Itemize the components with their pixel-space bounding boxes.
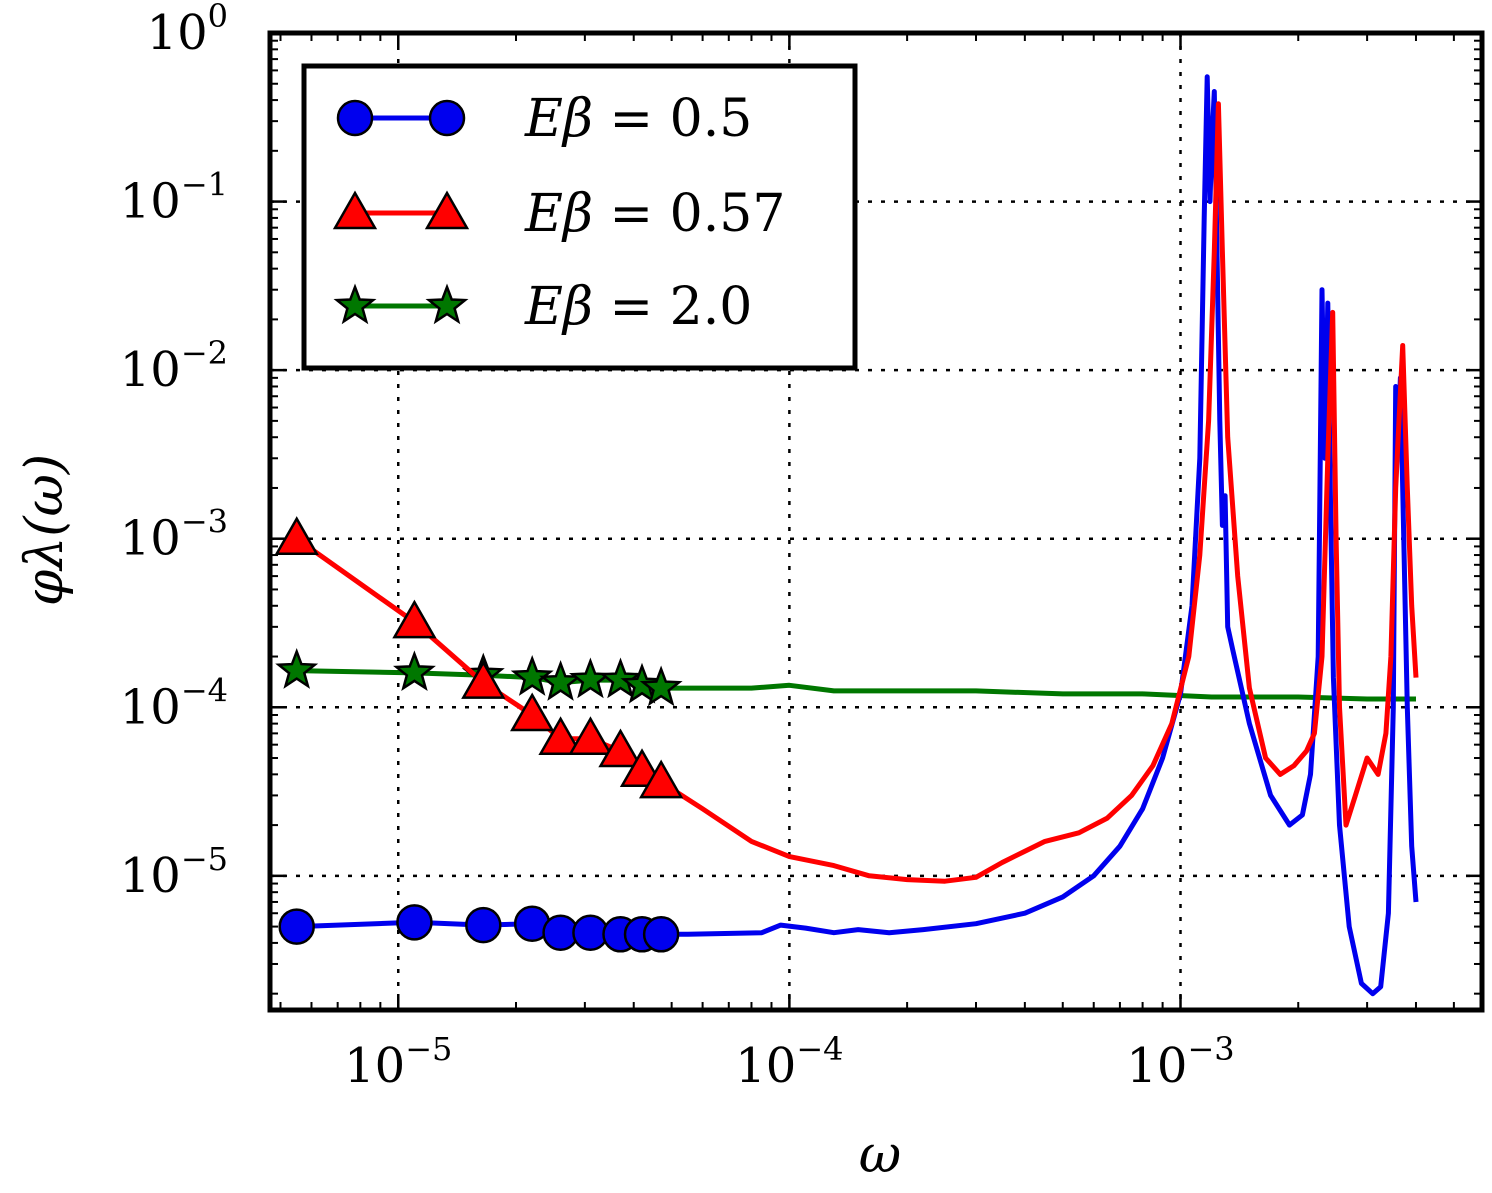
data-point-triangle — [638, 759, 684, 799]
x-tick-label: 10−4 — [735, 1030, 843, 1094]
data-point-star — [598, 657, 643, 699]
series-triangle — [274, 101, 1419, 884]
legend-marker-circle — [336, 99, 374, 137]
legend-label: Eβ = 0.5 — [524, 89, 752, 149]
data-point-triangle — [538, 716, 583, 756]
data-point-triangle — [510, 692, 555, 732]
data-point-star — [620, 662, 664, 704]
y-tick-label: 100 — [147, 0, 228, 61]
data-point-triangle — [598, 728, 643, 768]
legend: Eβ = 0.5 Eβ = 0.57 Eβ = 2.0 — [301, 63, 858, 371]
series-layer — [274, 74, 1419, 997]
legend-label: Eβ = 0.57 — [524, 184, 785, 244]
data-point-triangle — [392, 599, 437, 639]
y-tick-label: 10−3 — [120, 503, 228, 567]
y-tick-label: 10−4 — [120, 671, 228, 735]
tick-labels: 10−5 10−4 10−3 10−5 10−4 10−3 10−2 10−1 100 — [120, 0, 1235, 1094]
data-point-star — [393, 650, 436, 692]
data-point-star — [275, 648, 319, 689]
y-tick-label: 10−1 — [120, 166, 228, 230]
plot-frame — [267, 30, 1485, 1013]
y-tick-label: 10−2 — [120, 334, 228, 398]
legend-marker-triangle — [424, 190, 470, 230]
x-tick-label: 10−5 — [344, 1030, 452, 1094]
legend-box — [301, 63, 858, 371]
legend-marker-star — [425, 283, 469, 325]
data-point-star — [539, 660, 582, 701]
y-axis-label: φλ(ω) — [15, 454, 75, 606]
data-point-triangle — [568, 716, 613, 756]
legend-marker-triangle — [332, 190, 378, 230]
series-star — [275, 648, 1416, 707]
data-point-circle — [642, 916, 680, 953]
series-line — [296, 74, 1419, 997]
series-line — [295, 101, 1419, 884]
legend-marker-circle — [428, 99, 466, 137]
data-point-star — [569, 657, 612, 699]
series-circle — [278, 74, 1419, 997]
data-point-circle — [465, 906, 502, 944]
data-point-circle — [396, 904, 433, 941]
data-point-triangle — [461, 660, 506, 699]
x-axis-label: ω — [859, 1125, 901, 1185]
data-point-triangle — [274, 516, 319, 555]
y-tick-label: 10−5 — [120, 840, 228, 904]
legend-entries: Eβ = 0.5 Eβ = 0.57 Eβ = 2.0 — [332, 89, 785, 337]
x-tick-label: 10−3 — [1126, 1030, 1234, 1094]
data-point-star — [639, 665, 683, 707]
legend-marker-star — [333, 283, 377, 325]
data-point-circle — [278, 908, 315, 945]
data-point-star — [510, 655, 554, 696]
legend-label: Eβ = 2.0 — [524, 277, 752, 337]
